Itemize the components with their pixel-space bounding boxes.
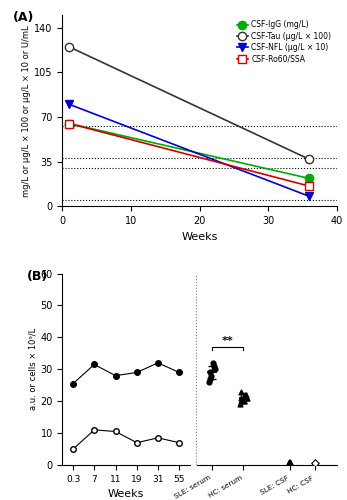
Point [209, 372, 214, 380]
Text: **: ** [222, 336, 234, 346]
Point [238, 388, 244, 396]
Point [212, 366, 218, 374]
Point [241, 397, 247, 405]
Y-axis label: mg/L or μg/L × 100 or μg/L × 10 or U/mL: mg/L or μg/L × 100 or μg/L × 10 or U/mL [23, 25, 32, 196]
Point [211, 362, 216, 370]
Point [210, 359, 215, 367]
Point [207, 368, 213, 376]
Point [206, 378, 212, 386]
Point [238, 394, 244, 402]
X-axis label: Weeks: Weeks [181, 232, 218, 242]
Text: (A): (A) [13, 11, 34, 24]
Text: (B): (B) [27, 270, 48, 282]
Point [242, 391, 247, 399]
Point [238, 397, 244, 405]
Legend: CSF-IgG (mg/L), CSF-Tau (μg/L × 100), CSF-NFL (μg/L × 10), CSF-Ro60/SSA: CSF-IgG (mg/L), CSF-Tau (μg/L × 100), CS… [235, 19, 333, 64]
Point [287, 458, 293, 466]
Point [287, 459, 293, 467]
Point [312, 460, 318, 468]
Point [243, 391, 248, 399]
Point [243, 394, 249, 402]
Point [207, 375, 213, 383]
Point [244, 394, 249, 402]
Y-axis label: a.u. or cells × 10⁹/L: a.u. or cells × 10⁹/L [28, 328, 37, 410]
Point [286, 458, 292, 466]
Point [237, 400, 243, 408]
X-axis label: Weeks: Weeks [108, 490, 144, 500]
